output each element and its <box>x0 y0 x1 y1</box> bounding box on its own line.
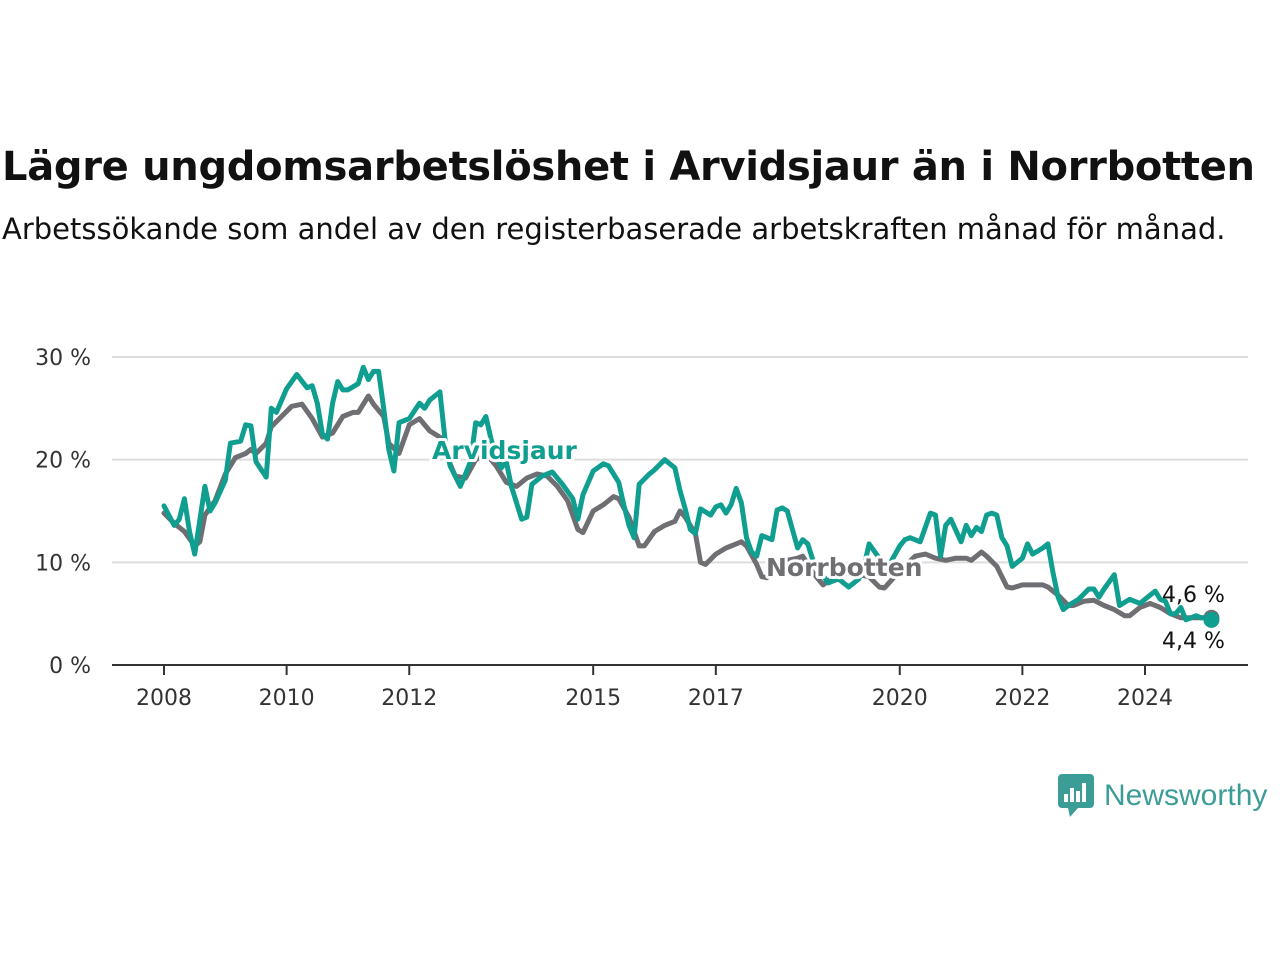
newsworthy-logo-icon <box>1058 774 1094 817</box>
y-tick-label: 20 % <box>35 449 91 474</box>
x-tick-label: 2015 <box>565 686 621 711</box>
y-tick-label: 10 % <box>35 551 91 576</box>
series-label-norrbotten: Norrbotten <box>766 553 922 582</box>
newsworthy-logo: Newsworthy <box>1058 774 1267 818</box>
x-tick-label: 2008 <box>136 686 192 711</box>
series-label-arvidsjaur: Arvidsjaur <box>432 436 578 465</box>
newsworthy-logo-text: Newsworthy <box>1104 779 1268 812</box>
end-point-arvidsjaur <box>1203 611 1220 628</box>
chart-title: Lägre ungdomsarbetslöshet i Arvidsjaur ä… <box>2 144 1255 190</box>
x-tick-label: 2010 <box>259 686 315 711</box>
gridlines <box>112 356 1248 564</box>
x-tick-label: 2012 <box>381 686 437 711</box>
end-value-label: 4,6 % <box>1162 583 1225 608</box>
series-labels: Arvidsjaur Norrbotten 4,6 % 4,4 % <box>429 433 1225 654</box>
x-tick-label: 2024 <box>1117 686 1173 711</box>
x-tick-label: 2017 <box>688 686 744 711</box>
x-tick-label: 2020 <box>872 686 928 711</box>
chart-subtitle: Arbetssökande som andel av den registerb… <box>2 212 1226 246</box>
end-value-label: 4,4 % <box>1162 629 1225 654</box>
series-line-arvidsjaur <box>161 364 1214 623</box>
x-tick-label: 2022 <box>994 686 1050 711</box>
series-lines <box>161 364 1220 628</box>
y-tick-label: 30 % <box>35 346 91 371</box>
x-axis: 2008 2010 2012 2015 2017 2020 2022 2024 <box>112 664 1248 711</box>
y-tick-label: 0 % <box>49 654 91 679</box>
y-axis-ticks: 0 % 10 % 20 % 30 % <box>35 346 91 679</box>
